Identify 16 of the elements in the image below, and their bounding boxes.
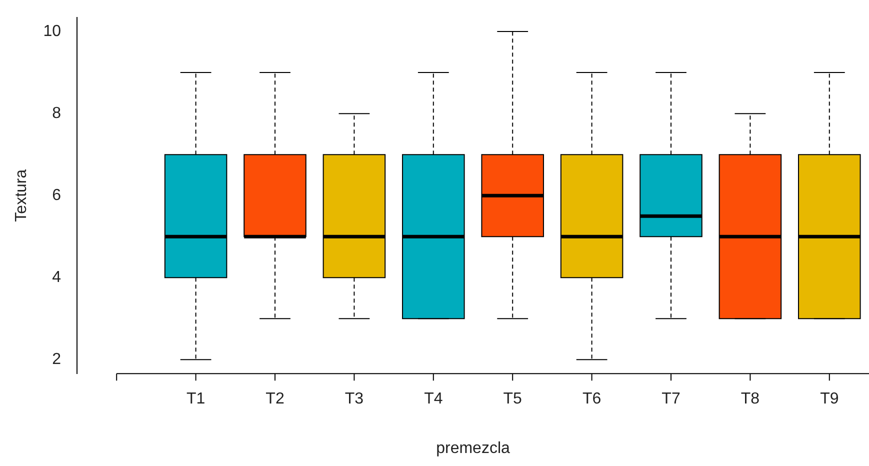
- y-axis-title: Textura: [13, 169, 30, 222]
- y-tick-label: 6: [52, 187, 62, 204]
- y-tick-label: 8: [52, 104, 62, 122]
- x-tick-label: T9: [820, 390, 839, 408]
- x-axis-title: premezcla: [436, 440, 510, 457]
- x-tick-label: T1: [186, 390, 206, 408]
- x-tick-label: T4: [424, 390, 443, 408]
- y-tick-label: 10: [43, 22, 62, 40]
- x-tick-label: T5: [503, 390, 522, 408]
- y-tick-label: 2: [52, 351, 62, 368]
- x-tick-label: T6: [582, 390, 602, 408]
- x-tick-label: T7: [662, 390, 680, 408]
- x-tick-label: T3: [344, 390, 364, 408]
- y-tick-label: 4: [52, 269, 62, 286]
- x-tick-label: T8: [740, 390, 760, 408]
- x-tick-label: T2: [266, 390, 284, 408]
